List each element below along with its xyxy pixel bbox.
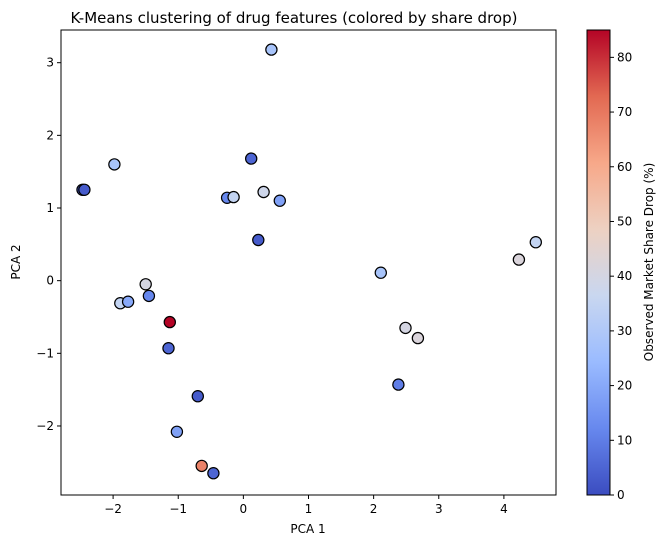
scatter-point: [244, 152, 258, 165]
scatter-point: [162, 342, 175, 355]
scatter-point: [139, 278, 152, 291]
x-tick-label: −1: [169, 502, 187, 516]
y-tick-label: 1: [46, 201, 54, 215]
scatter-point: [108, 158, 121, 171]
scatter-point: [265, 43, 278, 56]
scatter-point: [374, 266, 387, 279]
scatter-point: [257, 185, 270, 199]
colorbar-tick-label: 50: [617, 214, 632, 228]
colorbar-tick-label: 60: [617, 160, 632, 174]
y-tick-label: 0: [46, 274, 54, 288]
y-tick-label: −2: [36, 419, 54, 433]
scatter-point: [411, 331, 425, 345]
y-axis: −2 −1 0 1 2 3: [36, 56, 61, 433]
chart-title: K-Means clustering of drug features (col…: [71, 9, 518, 27]
scatter-point: [191, 390, 204, 403]
x-tick-label: −2: [104, 502, 122, 516]
x-tick-label: 0: [240, 502, 248, 516]
scatter-point: [227, 190, 240, 204]
x-axis-label: PCA 1: [290, 522, 325, 536]
x-tick-label: 2: [370, 502, 378, 516]
y-tick-label: 2: [46, 128, 54, 142]
colorbar-label: Observed Market Share Drop (%): [642, 163, 656, 362]
scatter-point: [252, 233, 265, 247]
y-tick-label: 3: [46, 56, 54, 70]
scatter-point: [163, 315, 176, 329]
scatter-point: [195, 459, 208, 473]
scatter-point: [142, 289, 156, 303]
scatter-point: [529, 235, 543, 249]
colorbar-tick-label: 30: [617, 324, 632, 338]
y-tick-label: −1: [36, 346, 54, 360]
scatter-point: [78, 183, 91, 196]
colorbar-tick-label: 20: [617, 379, 632, 393]
colorbar-tick-label: 70: [617, 105, 632, 119]
scatter-point: [392, 378, 405, 391]
points-layer: [76, 43, 543, 480]
scatter-point: [399, 321, 412, 335]
x-axis: −2 −1 0 1 2 3 4: [104, 495, 508, 516]
colorbar: [586, 29, 611, 496]
plot-frame: [60, 29, 557, 496]
colorbar-tick-label: 0: [617, 488, 625, 502]
scatter-point: [121, 295, 135, 308]
scatter-point: [207, 467, 220, 480]
colorbar-tick-label: 80: [617, 50, 632, 64]
colorbar-axis: 0 10 20 30 40 50 60 70 80: [610, 50, 632, 502]
colorbar-tick-label: 40: [617, 269, 632, 283]
scatter-point: [512, 253, 526, 266]
scatter-point: [170, 425, 184, 438]
colorbar-tick-label: 10: [617, 433, 632, 447]
x-tick-label: 1: [305, 502, 313, 516]
scatter-point: [273, 194, 286, 207]
x-tick-label: 3: [435, 502, 443, 516]
y-axis-label: PCA 2: [9, 244, 23, 279]
x-tick-label: 4: [500, 502, 508, 516]
